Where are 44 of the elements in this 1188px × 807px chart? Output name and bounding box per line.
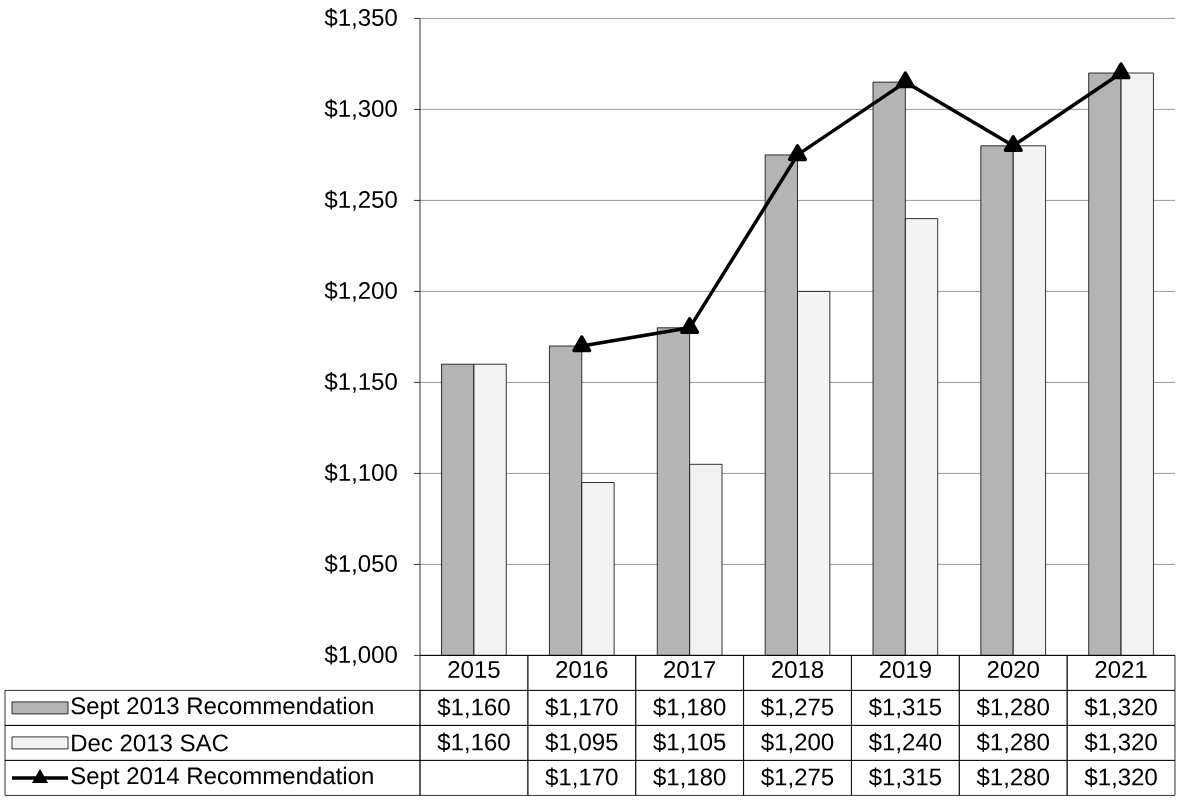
y-tick-label: $1,100 <box>324 462 397 484</box>
data-label: $1,170 <box>545 697 618 719</box>
y-tick-label: $1,150 <box>324 371 397 393</box>
data-label: $1,320 <box>1084 697 1157 719</box>
data-label: $1,095 <box>545 732 618 754</box>
x-tick-label: 2017 <box>664 660 716 678</box>
data-label: $1,320 <box>1084 732 1157 754</box>
x-tick-label: 2015 <box>448 660 500 678</box>
legend-label: Dec 2013 SAC <box>72 734 229 752</box>
point <box>895 71 915 89</box>
y-tick-label: $1,300 <box>324 98 397 120</box>
data-label: $1,160 <box>437 732 510 754</box>
point <box>1003 134 1023 152</box>
x-tick-label: 2018 <box>772 660 824 678</box>
y-tick-label: $1,250 <box>324 189 397 211</box>
data-label: $1,105 <box>653 732 726 754</box>
legend-label: Sept 2014 Recommendation <box>71 766 373 789</box>
data-label: $1,315 <box>868 767 942 789</box>
point <box>787 143 808 161</box>
legend-label: Sept 2013 Recommendation <box>71 696 373 719</box>
x-tick-label: 2021 <box>1095 660 1147 678</box>
y-tick-label: $1,200 <box>324 280 397 302</box>
x-tick-label: 2016 <box>556 660 608 678</box>
x-tick-label: 2019 <box>879 660 931 678</box>
data-label: $1,275 <box>761 697 834 719</box>
point <box>1111 62 1131 80</box>
data-label: $1,320 <box>1084 767 1157 789</box>
y-tick-label: $1,000 <box>324 644 397 666</box>
y-tick-label: $1,350 <box>324 7 397 29</box>
data-label: $1,180 <box>653 767 726 789</box>
data-label: $1,315 <box>868 697 942 719</box>
y-tick-label: $1,050 <box>324 553 397 575</box>
point <box>680 316 700 334</box>
data-label: $1,280 <box>976 697 1049 719</box>
data-label: $1,200 <box>761 732 834 754</box>
data-label: $1,170 <box>545 767 618 789</box>
data-label: $1,280 <box>976 767 1049 789</box>
data-label: $1,280 <box>976 732 1049 754</box>
data-label: $1,180 <box>653 697 726 719</box>
data-label: $1,240 <box>868 732 942 754</box>
data-label: $1,275 <box>761 767 834 789</box>
data-label: $1,160 <box>437 697 510 719</box>
x-tick-label: 2020 <box>987 660 1039 678</box>
point <box>572 335 592 353</box>
